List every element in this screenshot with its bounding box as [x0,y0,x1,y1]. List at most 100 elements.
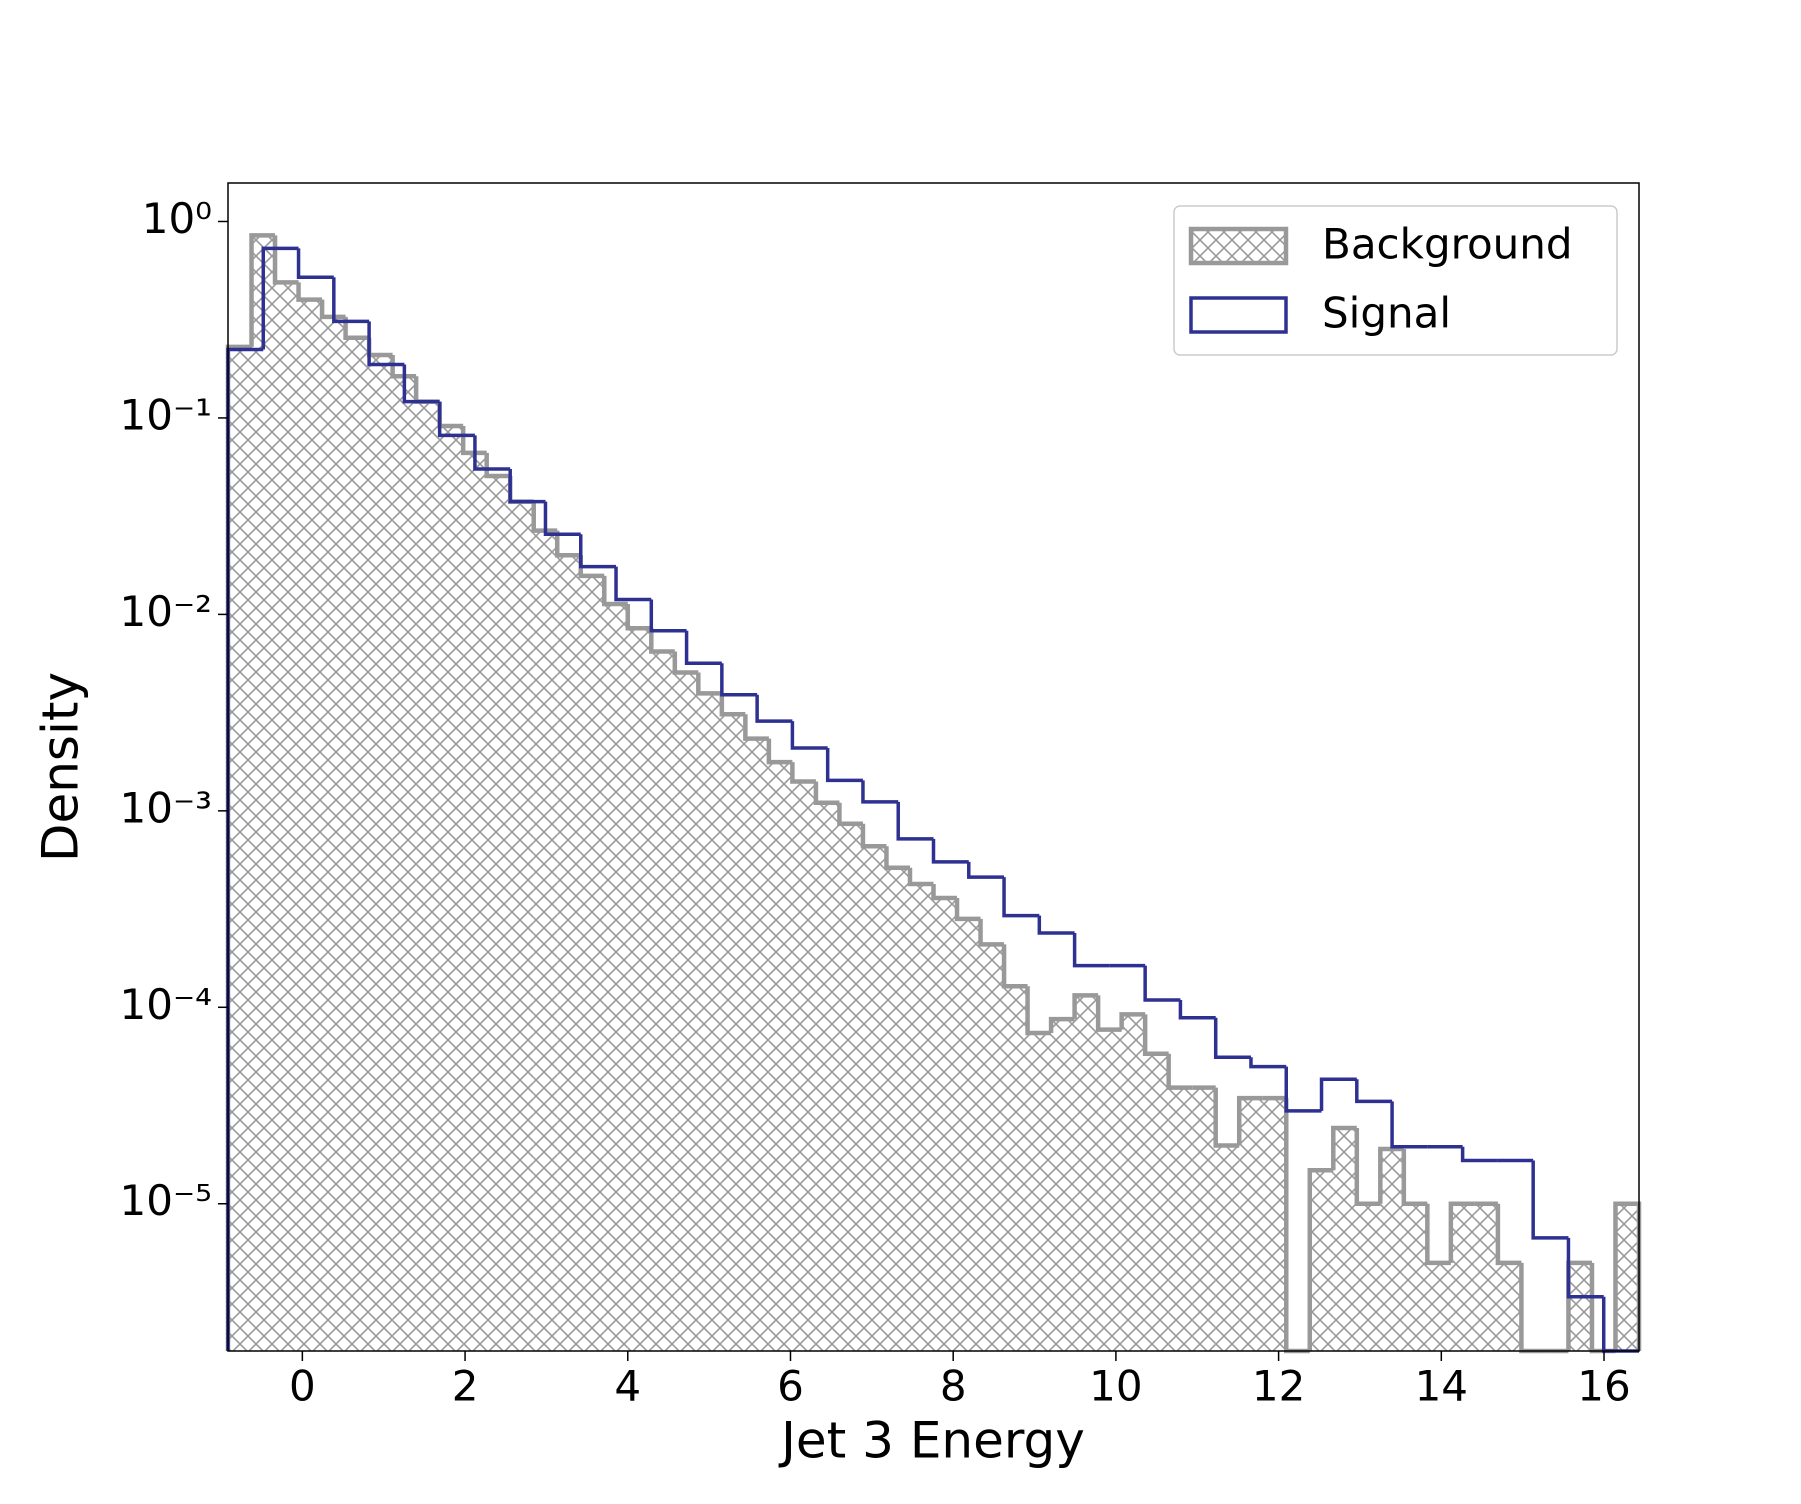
hist-bar [369,355,393,1351]
hist-step [437,401,475,438]
hist-step [837,802,863,826]
hist-step [1519,1262,1545,1354]
hist-bar [839,823,863,1351]
hist-bar [1004,986,1028,1351]
hist-bar [557,555,581,1351]
hist-step [1002,877,1040,918]
hist-bar [1427,1262,1451,1351]
hist-step [1354,1127,1381,1206]
hist-step [402,364,440,404]
hist-step [413,376,440,404]
hist-step [1143,965,1181,1002]
hist-step [907,867,934,887]
hist-bar [275,282,299,1351]
hist-step [507,476,534,504]
hist-bar [721,714,746,1351]
hist-step [1249,1057,1287,1069]
hist-step [1236,1095,1263,1146]
hist-step [1119,1012,1146,1030]
hist-step [813,781,840,805]
hist-step [1378,1146,1404,1204]
hist-step [1213,1087,1240,1148]
hist-bar [228,346,252,1352]
hist-bar [251,235,276,1352]
hist-step [1072,993,1099,1020]
hist-bar [674,672,699,1351]
hist-step [884,846,910,871]
hist-step [1425,1203,1451,1266]
hist-step [367,321,405,367]
hist-step [825,747,863,783]
hist-step [1166,1053,1193,1090]
plot-frame [227,182,1640,1352]
hist-step [790,721,828,750]
hist-bar [1568,1262,1592,1351]
x-tick-label: 4 [614,1362,641,1411]
hist-bar [957,918,981,1351]
hist-step [1284,1066,1322,1113]
hist-bar [909,884,934,1351]
hist-step [1390,1101,1428,1149]
x-tick-label: 6 [777,1362,804,1411]
hist-step [649,628,675,654]
x-tick-label: 0 [289,1362,316,1411]
x-tick-label: 14 [1415,1362,1468,1411]
hist-bar [604,603,628,1351]
hist-step [672,651,699,675]
hist-step [272,235,299,285]
hist-bar [1168,1087,1193,1351]
hist-bar [486,476,511,1351]
hist-bar [886,867,910,1351]
hist-bar [1027,1032,1052,1351]
hist-bar [463,452,487,1351]
hist-bar [745,738,769,1351]
hist-step [755,694,793,723]
hist-bar [1239,1098,1263,1351]
hist-bar [933,898,958,1351]
legend-swatch [1189,296,1288,334]
hist-step [931,838,969,864]
hist-step [531,501,558,533]
hist-step [1025,986,1052,1036]
x-tick-label: 12 [1252,1362,1305,1411]
hist-step [967,861,1005,879]
y-tick-label: 10⁻³ [120,783,212,832]
hist-step [625,603,652,631]
hist-step [1001,944,1028,989]
hist-step [1037,915,1075,935]
x-tick-label: 2 [452,1362,479,1411]
hist-step [554,530,581,558]
hist-step [649,599,687,633]
hist-bar [580,575,605,1351]
hist-step [1460,1146,1498,1163]
hist-bar [815,802,840,1351]
hist-step [1448,1201,1475,1263]
y-tick-label: 10⁻⁵ [120,1176,212,1225]
hist-step [579,534,617,569]
hist-step [1072,932,1110,968]
hist-step [954,898,981,922]
hist-bar [980,944,1005,1351]
hist-step [614,566,652,602]
hist-step [1307,1168,1334,1351]
legend-swatch [1188,226,1289,266]
hist-bar [768,762,793,1351]
hist-step [1495,1203,1522,1266]
hist-bar [533,530,558,1351]
hist-step [390,355,417,379]
hist-bar [1121,1014,1146,1351]
hist-step [1401,1148,1428,1206]
hist-step [296,282,323,302]
legend-label: Background [1322,220,1573,269]
hist-bar [698,693,722,1351]
hist-step [508,468,546,504]
hist-step [1319,1077,1357,1111]
hist-step [1142,1014,1169,1057]
hist-step [484,452,511,479]
y-tick-label: 10⁰ [142,194,212,243]
hist-step [696,672,722,696]
hist-step [1355,1079,1393,1104]
hist-step [343,316,370,340]
hist-step [319,299,346,320]
hist-bar [1403,1203,1428,1351]
